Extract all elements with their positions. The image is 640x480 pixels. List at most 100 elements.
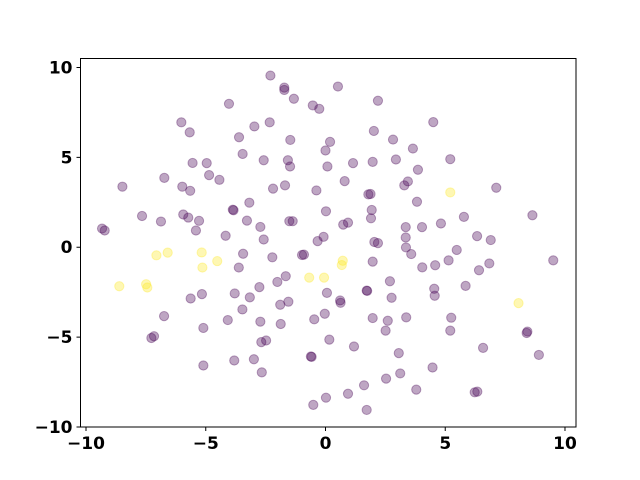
data-point-purple: [228, 205, 239, 216]
data-point-purple: [382, 315, 393, 326]
data-point-purple: [146, 332, 157, 344]
data-point-purple: [366, 204, 377, 216]
data-point-purple: [407, 143, 419, 154]
data-point-purple: [428, 117, 439, 128]
data-point-yellow: [196, 247, 207, 258]
data-point-purple: [368, 125, 379, 137]
data-point-purple: [400, 222, 411, 233]
data-point-yellow: [141, 279, 152, 290]
x-tick-label: −5: [193, 434, 219, 454]
data-point-purple: [298, 249, 310, 260]
data-point-purple: [320, 392, 332, 403]
data-point-purple: [471, 230, 483, 242]
data-point-purple: [237, 304, 248, 315]
data-point-purple: [233, 262, 244, 273]
data-point-purple: [159, 172, 170, 183]
data-point-purple: [358, 380, 370, 391]
data-point-purple: [320, 145, 331, 156]
data-point-purple: [324, 334, 335, 345]
data-point-purple: [256, 337, 267, 348]
data-point-purple: [183, 212, 194, 223]
data-point-purple: [386, 292, 397, 303]
data-point-purple: [198, 322, 209, 334]
data-point-purple: [244, 292, 255, 303]
data-point-purple: [365, 213, 377, 224]
data-point-purple: [233, 132, 245, 143]
data-point-purple: [321, 287, 333, 299]
data-point-purple: [527, 210, 538, 221]
data-point-purple: [185, 185, 196, 196]
plot-frame: [80, 58, 577, 428]
data-point-purple: [430, 260, 441, 271]
data-point-purple: [288, 93, 299, 104]
data-point-purple: [190, 225, 202, 236]
data-point-purple: [367, 256, 378, 267]
data-point-purple: [411, 384, 422, 395]
data-point-purple: [99, 225, 110, 236]
data-point-yellow: [336, 259, 347, 271]
data-point-purple: [402, 176, 413, 187]
data-point-purple: [338, 219, 349, 230]
data-point-purple: [178, 209, 189, 220]
data-point-purple: [372, 95, 384, 106]
data-point-purple: [309, 314, 320, 325]
data-point-purple: [284, 216, 295, 227]
data-point-purple: [244, 197, 255, 208]
data-point-purple: [185, 293, 196, 304]
data-point-purple: [435, 218, 447, 229]
data-point-purple: [258, 155, 269, 166]
data-point-purple: [412, 164, 424, 175]
data-point-purple: [522, 326, 533, 337]
data-point-purple: [533, 349, 544, 361]
data-point-purple: [275, 318, 286, 330]
data-point-yellow: [212, 255, 223, 267]
data-point-purple: [204, 170, 215, 181]
data-point-purple: [395, 368, 406, 379]
y-tick-label: −10: [35, 418, 73, 438]
data-point-purple: [196, 289, 208, 300]
data-point-purple: [238, 248, 249, 259]
x-tick-label: −10: [67, 434, 105, 454]
points-layer: [96, 70, 559, 416]
data-point-yellow: [337, 255, 348, 266]
data-point-purple: [254, 282, 265, 293]
data-point-yellow: [114, 281, 125, 292]
data-point-purple: [399, 180, 410, 191]
data-point-purple: [446, 312, 457, 323]
y-axis: −10 −5 0 5 10: [35, 58, 81, 438]
data-point-purple: [279, 84, 290, 96]
x-tick-label: 5: [439, 434, 451, 454]
data-point-purple: [223, 98, 235, 109]
data-point-yellow: [162, 247, 173, 258]
data-point-purple: [282, 155, 293, 166]
data-point-purple: [177, 181, 188, 192]
data-point-purple: [279, 82, 290, 93]
x-axis: −10 −5 0 5 10: [67, 427, 577, 454]
data-point-purple: [287, 216, 298, 227]
data-point-purple: [311, 185, 322, 196]
data-point-purple: [279, 180, 291, 191]
data-point-purple: [261, 335, 272, 346]
data-point-purple: [458, 211, 470, 222]
data-point-purple: [272, 276, 283, 288]
data-point-purple: [227, 204, 238, 215]
data-point-purple: [307, 100, 318, 111]
data-point-purple: [469, 387, 480, 398]
data-point-purple: [117, 181, 128, 192]
data-point-yellow: [142, 282, 153, 293]
data-point-purple: [417, 262, 428, 273]
data-point-purple: [241, 215, 253, 226]
data-point-purple: [427, 362, 438, 373]
data-point-purple: [400, 232, 411, 243]
data-point-purple: [320, 206, 332, 217]
data-point-purple: [275, 299, 286, 310]
data-point-purple: [390, 154, 402, 165]
data-point-purple: [473, 265, 485, 276]
data-point-purple: [267, 252, 278, 263]
data-point-purple: [443, 255, 454, 266]
data-point-purple: [255, 316, 266, 327]
data-point-purple: [521, 327, 532, 339]
data-point-purple: [335, 295, 346, 306]
data-point-purple: [445, 325, 456, 336]
